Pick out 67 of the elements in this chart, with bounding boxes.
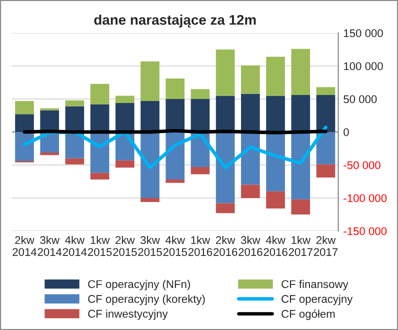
legend-label: CF operacyjny [282,294,353,306]
line-series [22,126,328,170]
bar [90,84,110,104]
legend-label: CF operacyjny (NFn) [88,280,190,290]
chart-title: dane narastające za 12m [94,14,256,28]
y-tick-label: -50 000 [344,161,380,170]
bar [190,89,210,99]
x-tick-label: 1kw 2015 [88,236,112,256]
bar [241,65,260,94]
bar [241,184,260,198]
y-tick-label: 150 000 [344,29,383,38]
bar [166,132,185,180]
bar [216,50,235,96]
bar [316,95,336,132]
bar [15,100,34,114]
bar [90,104,110,132]
y-tick-label: 50 000 [344,95,377,104]
bar [291,95,310,132]
bar [266,191,285,209]
bar [65,158,84,164]
bar [316,87,336,96]
x-tick-label: 4kw 2015 [163,236,188,256]
legend-label: CF inwestycyjny [88,310,168,320]
bar [216,96,235,132]
y-tick-label: 0 [344,128,349,136]
x-tick-label: 3kw 2015 [138,236,162,256]
bar [316,132,336,164]
bar [291,132,310,200]
bar [266,96,285,132]
bar [216,132,235,204]
bar [115,96,134,103]
bar [316,164,336,178]
x-tick-label: 4kw 2016 [264,236,288,256]
bar [241,94,260,132]
legend-label: CF ogółem [282,310,335,320]
bar [40,152,60,156]
x-tick-label: 2kw 2017 [314,236,338,256]
y-tick-label: 100 000 [344,62,383,70]
bar [65,106,84,132]
x-tick-label: 3kw 2014 [38,236,62,256]
x-tick-label: 2kw 2015 [113,236,137,256]
bar [140,198,160,202]
x-tick-label: 4kw 2014 [62,236,87,256]
bar [190,166,210,174]
bar [115,102,134,132]
y-tick-label: -150 000 [344,227,387,236]
bar [291,199,310,214]
bar [115,160,134,168]
bar [140,100,160,132]
x-tick-label: 1kw 2017 [288,236,312,256]
x-tick-label: 1kw 2016 [188,236,212,256]
x-tick-label: 2kw 2014 [12,236,37,256]
bar [216,203,235,214]
bar [166,180,185,183]
bar [266,56,285,96]
bar [15,114,34,132]
bar [90,172,110,180]
legend-label: CF finansowy [282,280,348,290]
bar [291,48,310,96]
legend-label: CF operacyjny (korekty) [88,294,205,306]
x-tick-label: 3kw 2016 [238,236,262,256]
bar [140,61,160,101]
bar [65,100,84,106]
bar [190,99,210,132]
x-tick-label: 2kw 2016 [214,236,238,256]
y-tick-label: -100 000 [344,194,387,202]
bar [166,78,185,99]
